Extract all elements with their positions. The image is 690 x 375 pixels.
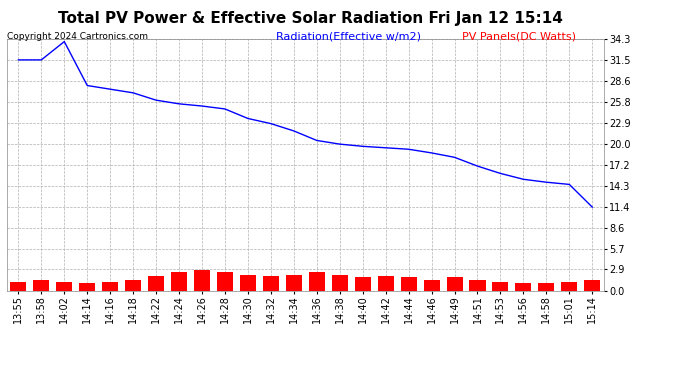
Bar: [377, 276, 394, 291]
Bar: [446, 278, 462, 291]
Bar: [194, 270, 210, 291]
Bar: [308, 272, 325, 291]
Bar: [401, 278, 417, 291]
Bar: [355, 278, 371, 291]
Text: PV Panels(DC Watts): PV Panels(DC Watts): [462, 32, 576, 42]
Text: Copyright 2024 Cartronics.com: Copyright 2024 Cartronics.com: [7, 32, 148, 41]
Bar: [332, 274, 348, 291]
Bar: [263, 276, 279, 291]
Bar: [469, 280, 486, 291]
Bar: [125, 280, 141, 291]
Bar: [57, 282, 72, 291]
Bar: [102, 282, 118, 291]
Bar: [493, 282, 509, 291]
Text: Radiation(Effective w/m2): Radiation(Effective w/m2): [276, 32, 421, 42]
Bar: [538, 283, 554, 291]
Bar: [240, 274, 256, 291]
Bar: [171, 272, 187, 291]
Text: Total PV Power & Effective Solar Radiation Fri Jan 12 15:14: Total PV Power & Effective Solar Radiati…: [58, 11, 563, 26]
Bar: [217, 272, 233, 291]
Bar: [148, 276, 164, 291]
Bar: [79, 283, 95, 291]
Bar: [424, 280, 440, 291]
Bar: [515, 283, 531, 291]
Bar: [584, 280, 600, 291]
Bar: [10, 282, 26, 291]
Bar: [286, 274, 302, 291]
Bar: [33, 280, 50, 291]
Bar: [561, 282, 578, 291]
